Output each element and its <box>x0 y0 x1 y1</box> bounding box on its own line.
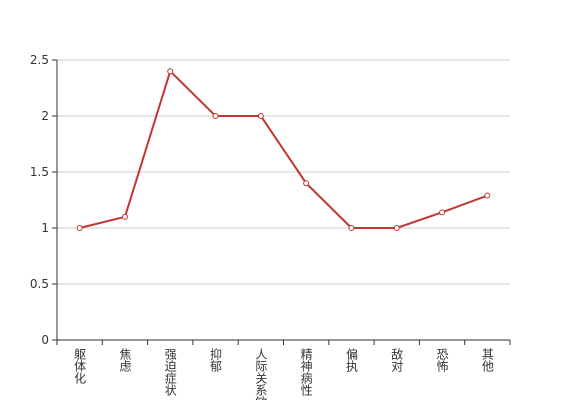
series-line <box>79 69 488 229</box>
point <box>76 225 83 231</box>
point <box>212 113 219 119</box>
x-tick-label: 强迫症状 <box>163 348 177 396</box>
x-tick-label: 人际关系敏感 <box>254 348 268 400</box>
point <box>484 192 491 199</box>
y-tick-label: 1 <box>41 221 49 235</box>
x-tick-label: 恐怖 <box>435 348 449 372</box>
y-tick-label: 0 <box>41 333 49 347</box>
x-tick-label: 偏执 <box>344 347 358 373</box>
y-tick-label: 0.5 <box>30 277 49 291</box>
x-tick-label: 躯体化 <box>73 347 87 385</box>
x-tick-label: 焦虑 <box>118 348 132 372</box>
y-tick-label: 2.5 <box>30 53 49 67</box>
point <box>439 209 446 216</box>
point <box>121 213 128 220</box>
point <box>348 225 355 231</box>
point <box>167 68 174 75</box>
x-tick-label: 敌对 <box>390 347 404 372</box>
point <box>257 113 264 119</box>
x-tick-label: 抑郁 <box>209 347 223 373</box>
point <box>393 225 400 231</box>
x-tick-label: 精神病性 <box>299 348 313 397</box>
x-tick-label: 其他 <box>480 348 494 372</box>
y-tick-label: 2 <box>41 109 49 123</box>
y-tick-label: 1.5 <box>30 165 49 179</box>
point <box>303 180 310 187</box>
